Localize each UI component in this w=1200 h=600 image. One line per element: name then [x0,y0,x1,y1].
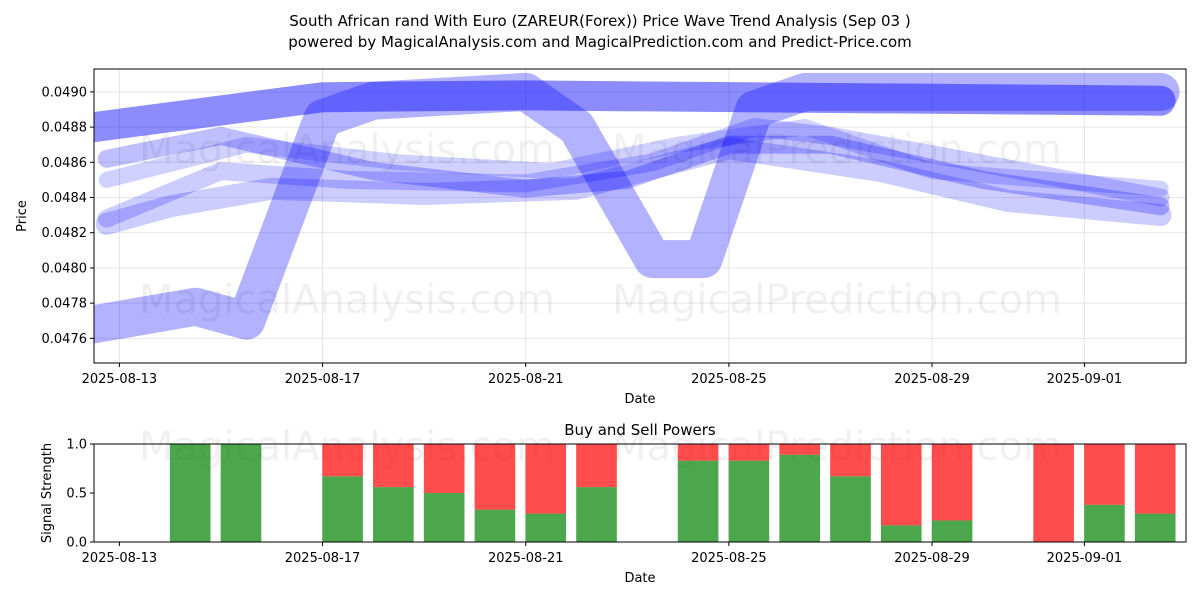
watermark-prediction: MagicalPrediction.com [612,127,1062,173]
sell-bar [880,444,922,526]
price-wave-band-4 [97,118,1170,228]
price-wave-band-6 [98,119,1169,197]
buy-bar [1134,513,1176,542]
buy-bar [525,513,567,542]
price-wave-band-2 [94,80,1176,143]
chart-title-line2: powered by MagicalAnalysis.com and Magic… [288,33,912,51]
sell-bar [1033,444,1074,542]
sell-bar [728,444,770,461]
price-y-tick-label: 0.0486 [42,156,88,171]
sell-bar [525,444,567,514]
buy-bar [728,460,770,542]
buy-bar [677,460,719,542]
sell-bar [830,444,871,477]
signal-x-tick-label: 2025-08-29 [894,551,970,566]
price-wave-band-5 [95,137,1172,235]
price-x-tick-label: 2025-08-25 [691,372,767,387]
price-y-tick-label: 0.0480 [42,261,88,276]
buy-bar [322,476,363,542]
price-axes-frame [93,68,1187,364]
price-grid [94,69,1186,363]
buy-bar [1084,504,1125,542]
sell-bar [322,444,363,477]
buy-bar [931,520,973,542]
price-watermarks: MagicalAnalysis.com MagicalPrediction.co… [139,127,1062,323]
signal-y-ticks: 0.0 0.5 1.0 [66,438,94,551]
signal-bars [169,444,1176,542]
signal-y-tick-label: 1.0 [66,438,87,453]
watermark-analysis: MagicalAnalysis.com [139,277,555,323]
buy-bar [169,444,211,542]
watermark-prediction: MagicalPrediction.com [612,277,1062,323]
price-wave-band-3 [97,126,1170,216]
price-y-tick-label: 0.0484 [42,191,88,206]
price-y-tick-label: 0.0476 [42,332,88,347]
price-y-tick-label: 0.0478 [42,297,88,312]
buy-bar [220,444,262,542]
price-x-axis-label: Date [624,392,655,407]
price-wave-bands [94,72,1180,344]
signal-y-tick-label: 0.0 [66,536,87,551]
sell-bar [1084,444,1125,505]
price-y-tick-label: 0.0488 [42,121,88,136]
buy-bar [830,476,871,542]
sell-bar [931,444,973,521]
price-x-tick-label: 2025-08-29 [894,372,970,387]
watermark-analysis: MagicalAnalysis.com [139,127,555,173]
price-x-tick-label: 2025-08-13 [82,372,158,387]
signal-x-tick-label: 2025-08-13 [82,551,158,566]
signal-y-tick-label: 0.5 [66,487,87,502]
buy-bar [779,454,820,542]
buy-bar [576,487,617,542]
price-y-tick-label: 0.0490 [42,85,88,100]
signal-y-axis-label: Signal Strength [40,443,55,543]
price-x-ticks: 2025-08-13 2025-08-17 2025-08-21 2025-08-25… [82,363,1123,387]
signal-chart-title: Buy and Sell Powers [564,421,716,439]
price-y-tick-label: 0.0482 [42,226,88,241]
sell-bar [1134,444,1176,514]
price-x-tick-label: 2025-08-17 [285,372,361,387]
price-wave-band-1 [94,72,1180,344]
signal-x-tick-label: 2025-08-21 [488,551,564,566]
signal-x-ticks: 2025-08-13 2025-08-17 2025-08-21 2025-08-25… [82,542,1123,566]
signal-x-axis-label: Date [624,571,655,586]
sell-bar [474,444,516,510]
sell-bar [576,444,617,488]
signal-x-tick-label: 2025-09-01 [1047,551,1123,566]
sell-bar [779,444,820,455]
sell-bar [677,444,719,461]
price-x-tick-label: 2025-09-01 [1047,372,1123,387]
signal-x-tick-label: 2025-08-17 [285,551,361,566]
price-wave-group [94,72,1180,344]
buy-bar [423,493,465,542]
sell-bar [423,444,465,493]
signal-x-tick-label: 2025-08-25 [691,551,767,566]
buy-bar [474,509,516,542]
chart-title-line1: South African rand With Euro (ZAREUR(For… [289,12,910,30]
price-y-axis-label: Price [15,200,30,232]
sell-bar [373,444,414,488]
price-x-tick-label: 2025-08-21 [488,372,564,387]
buy-bar [373,487,414,542]
buy-bar [880,525,922,542]
price-y-ticks: 0.0476 0.0478 0.0480 0.0482 0.0484 0.0486 0.04… [42,85,94,347]
